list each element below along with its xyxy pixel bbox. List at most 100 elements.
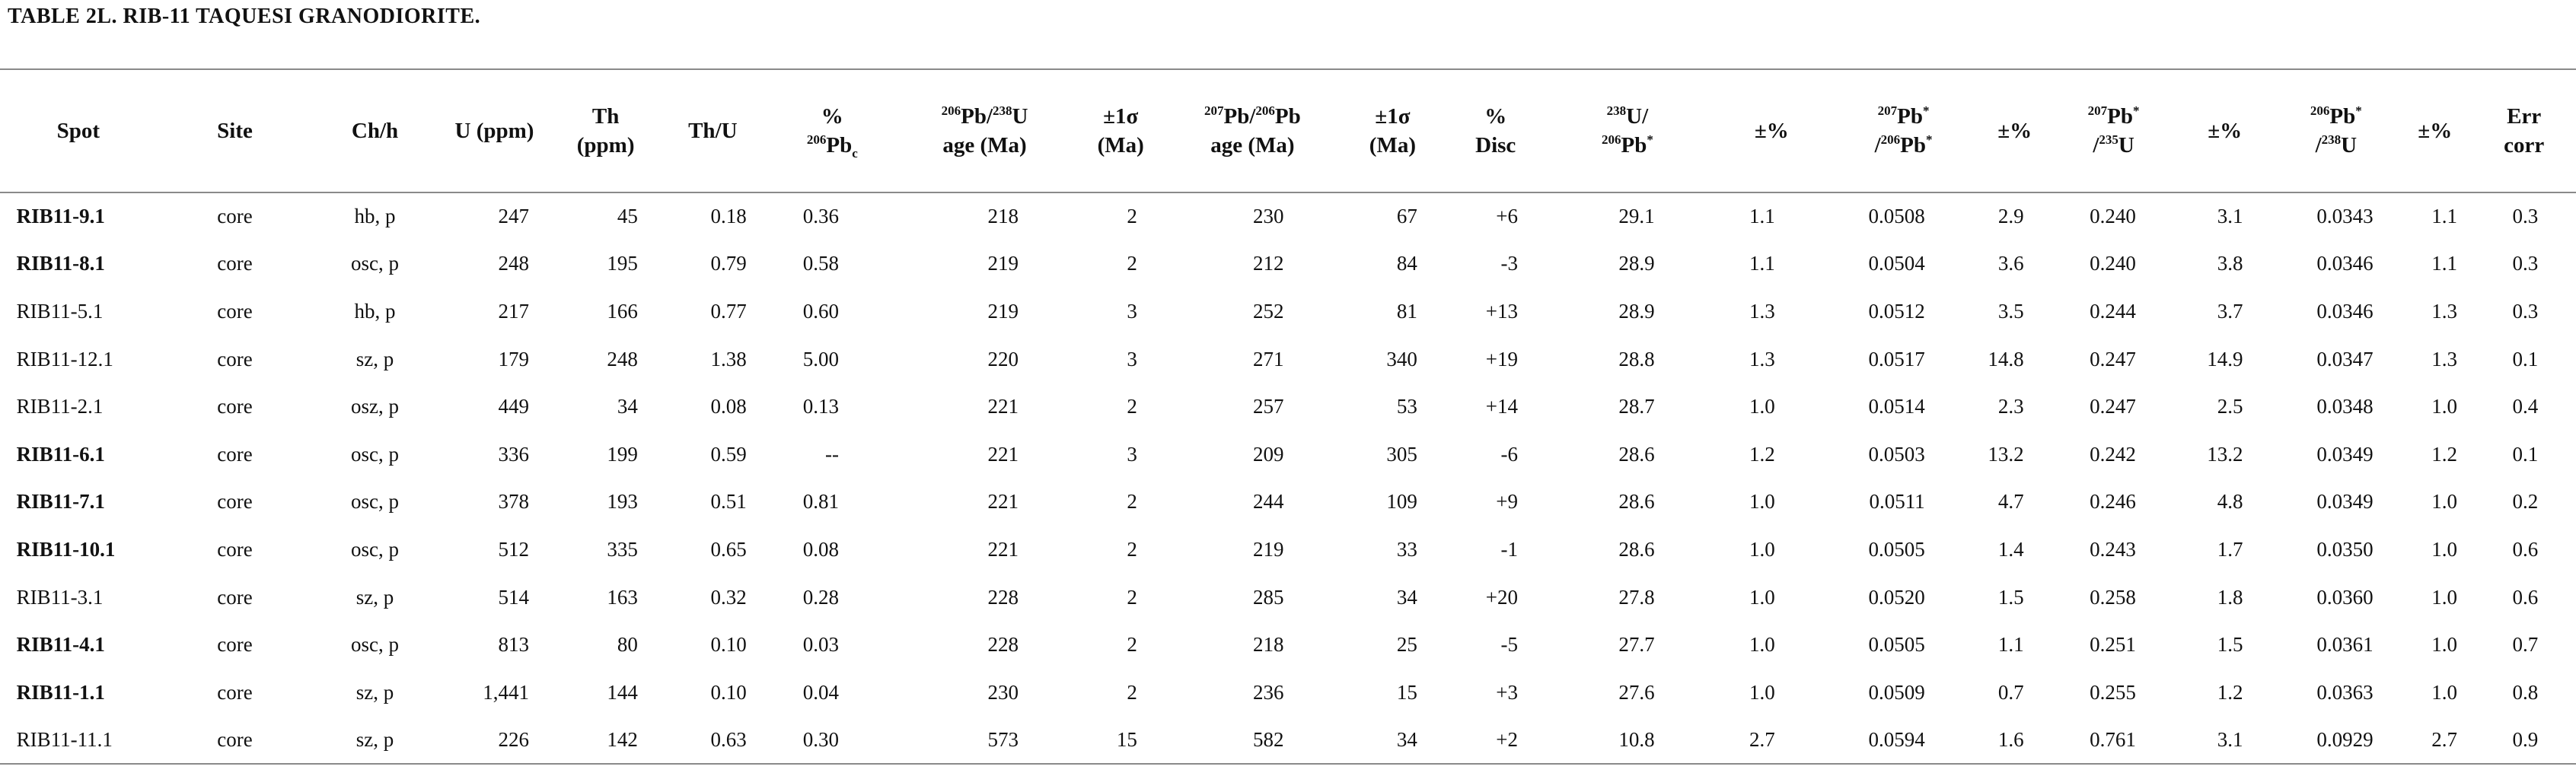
data-cell: 15 [1116,727,1137,751]
header-text: (ppm) [576,133,635,157]
header-line: /238U [2275,131,2398,160]
superscript: 206 [1880,132,1901,147]
header-line: Site [157,116,314,145]
data-cell: 2.3 [1997,395,2024,418]
data-cell: 0.0505 [1868,633,1925,657]
data-cell: 2 [1127,680,1137,704]
data-cell: core [217,537,253,561]
spot-cell: RIB11-6.1 [16,442,105,466]
data-cell: 2.7 [1749,727,1775,751]
data-cell: 193 [607,490,638,514]
column-header: ±% [1978,69,2052,192]
header-line: (Ma) [1071,131,1170,160]
header-row: Spot Site Ch/h U (ppm) Th (ppm) Th/U% 206Pbc 206… [0,69,2576,192]
data-cell: 29.1 [1618,205,1655,228]
data-cell: 2.5 [2217,395,2243,418]
data-cell: core [217,252,253,275]
data-cell: core [217,585,253,609]
data-cell: 1.3 [2431,347,2457,371]
header-line: ±% [2176,116,2275,145]
column-header: Site [157,69,314,192]
superscript: * [2133,103,2140,118]
data-cell: 4.8 [2217,490,2243,514]
superscript: 207 [2087,103,2108,118]
data-cell: 34 [1396,585,1417,609]
header-text: ±% [2418,119,2453,143]
header-line: 206Pb* [1541,131,1714,160]
data-cell: 0.0512 [1868,299,1925,323]
superscript: 206 [1601,132,1621,147]
superscript: 206 [941,103,961,118]
data-cell: 221 [987,442,1019,466]
header-text: Pb [826,133,853,157]
data-cell: 0.1 [2512,347,2539,371]
data-cell: 0.10 [710,633,747,657]
data-cell: -1 [1500,537,1518,561]
data-cell: +19 [1485,347,1518,371]
data-cell: 0.4 [2512,395,2539,418]
spot-cell: RIB11-10.1 [16,537,116,561]
data-cell: 0.79 [710,252,747,275]
data-cell: 0.28 [802,585,839,609]
data-cell: 212 [1253,252,1284,275]
header-line: 207Pb* [2052,102,2175,131]
data-cell: 27.8 [1618,585,1655,609]
data-cell: 1.1 [2431,252,2457,275]
header-line: ±1σ [1335,102,1451,131]
data-cell: osc, p [351,442,400,466]
header-text: / [2315,133,2322,157]
column-header: ±% [2176,69,2275,192]
table-row: RIB11-3.1 core sz, p 514 163 0.32 0.28 228 2 285 3… [0,574,2576,622]
header-line: 206Pbc [767,131,898,160]
spot-cell: RIB11-12.1 [16,347,113,371]
column-header: 207Pb*/206Pb* [1829,69,1978,192]
data-cell: 340 [1386,347,1417,371]
data-cell: 378 [498,490,529,514]
header-line: /235U [2052,131,2175,160]
column-header: Err corr [2472,69,2576,192]
data-cell: 1.0 [2431,585,2457,609]
superscript: * [1922,103,1930,118]
data-cell: 0.0514 [1868,395,1925,418]
data-cell: 28.9 [1618,252,1655,275]
data-cell: 10.8 [1618,727,1655,751]
data-cell: 0.77 [710,299,747,323]
header-line: (Ma) [1335,131,1451,160]
data-cell: 34 [617,395,638,418]
superscript: * [1926,132,1933,147]
header-line: 207Pb/206Pb [1170,102,1335,131]
data-cell: 0.04 [802,680,839,704]
data-cell: 2 [1127,537,1137,561]
header-line: Th [552,102,659,131]
data-cell: 1.0 [1749,680,1775,704]
header-line: (ppm) [552,131,659,160]
data-cell: 1.0 [2431,537,2457,561]
data-cell: 28.6 [1618,537,1655,561]
data-cell: 45 [617,205,638,228]
data-cell: 1.0 [1749,633,1775,657]
header-line: Err [2472,102,2576,131]
data-cell: 449 [498,395,529,418]
data-cell: 230 [987,680,1019,704]
header-text: Th/U [688,119,738,143]
data-cell: 1.0 [2431,395,2457,418]
data-cell: 0.240 [2090,252,2136,275]
data-cell: 28.9 [1618,299,1655,323]
data-cell: 166 [607,299,638,323]
data-cell: 3.1 [2217,205,2243,228]
header-line: 238U/ [1541,102,1714,131]
data-cell: 230 [1253,205,1284,228]
data-cell: 5.00 [802,347,839,371]
data-cell: 0.1 [2512,442,2539,466]
data-cell: 0.3 [2512,205,2539,228]
header-text: (Ma) [1097,133,1144,157]
data-cell: 27.7 [1618,633,1655,657]
header-line: ±% [1978,116,2052,145]
header-text: corr [2504,133,2545,157]
data-cell: 0.6 [2512,585,2539,609]
data-cell: 14.9 [2207,347,2243,371]
data-cell: 1.3 [1749,347,1775,371]
data-cell: 0.9 [2512,727,2539,751]
header-text: Pb [2329,104,2356,129]
column-header: 206Pb/238U age (Ma) [898,69,1071,192]
